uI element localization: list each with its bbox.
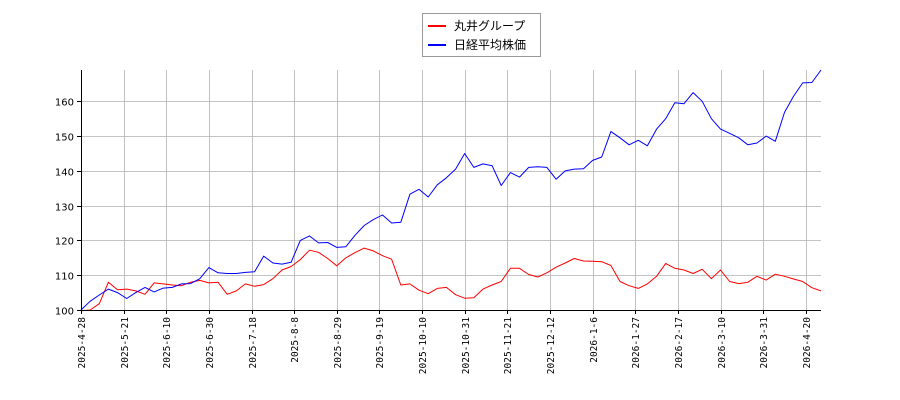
axes: 100 110 120 130 140 150 160 2025-4-28 2025-5-21 2… <box>55 70 821 374</box>
x-tick-label: 2026-2-17 <box>674 317 685 368</box>
x-tick-label: 2025-7-18 <box>248 317 259 369</box>
legend-box <box>422 13 541 57</box>
x-tick-label: 2026-1-27 <box>631 317 642 368</box>
x-tick-label: 2025-4-28 <box>77 317 88 369</box>
x-tick-label: 2025-8-8 <box>290 317 301 363</box>
y-tick-label: 110 <box>55 272 74 283</box>
x-tick-label: 2025-6-30 <box>205 317 216 369</box>
legend: 丸井グループ 日経平均株価 <box>422 13 541 57</box>
x-tick-label: 2025-6-10 <box>162 317 173 369</box>
y-tick-label: 140 <box>55 168 74 179</box>
x-tick-label: 2025-10-31 <box>461 317 472 374</box>
y-tick-label: 120 <box>55 237 74 248</box>
y-tick-label: 100 <box>55 307 74 318</box>
y-tick-label: 160 <box>55 98 74 109</box>
series-line-marui <box>80 247 822 312</box>
x-tick-label: 2025-12-12 <box>546 317 557 374</box>
legend-label-nikkei: 日経平均株価 <box>454 37 526 52</box>
x-tick-label: 2025-8-29 <box>333 317 344 369</box>
x-tick-label: 2026-3-31 <box>759 317 770 369</box>
x-tick-label: 2026-3-10 <box>717 317 728 369</box>
x-tick-label: 2026-1-6 <box>589 317 600 363</box>
grid <box>81 70 821 311</box>
x-tick-label: 2025-5-21 <box>120 317 131 369</box>
series-line-nikkei <box>80 69 822 311</box>
x-tick-label: 2025-11-21 <box>503 317 514 374</box>
series-lines <box>80 69 822 312</box>
x-tick-label: 2025-9-19 <box>375 317 386 369</box>
legend-label-marui: 丸井グループ <box>454 19 525 33</box>
x-tick-label: 2025-10-10 <box>418 317 429 374</box>
x-tick-label: 2026-4-20 <box>802 317 813 369</box>
y-tick-label: 150 <box>55 133 74 144</box>
y-tick-label: 130 <box>55 203 74 214</box>
